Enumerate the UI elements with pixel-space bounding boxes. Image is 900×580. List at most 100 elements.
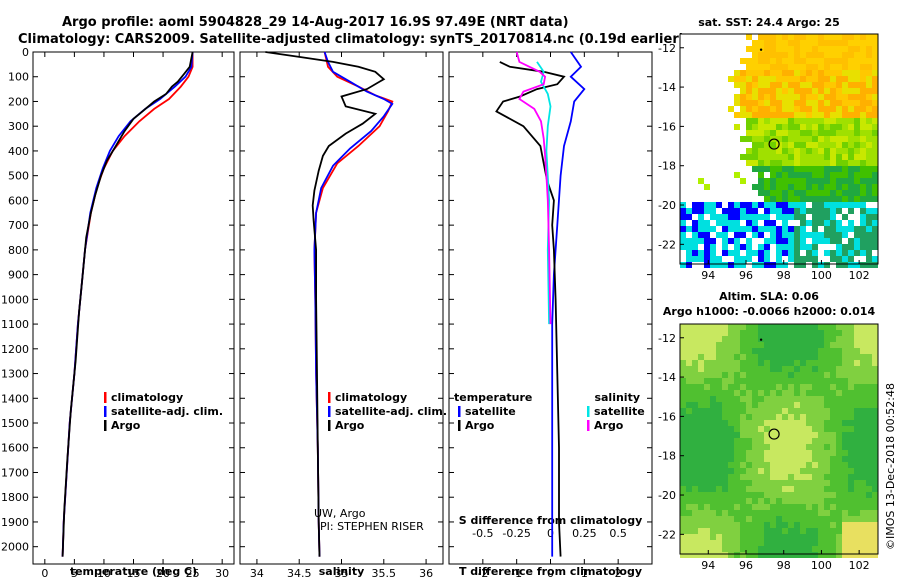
map-cell [770,360,776,366]
map-cell [764,468,770,474]
lon-tick-label: 96 [739,269,753,282]
map-cell [866,378,872,384]
map-cell [794,232,800,238]
map-cell [752,474,758,480]
map-cell [854,94,860,100]
map-cell [806,220,812,226]
map-cell [782,118,788,124]
map-cell [848,498,854,504]
map-cell [794,354,800,360]
map-cell [788,348,794,354]
map-cell [836,516,842,522]
map-cell [830,202,836,208]
map-cell [740,378,746,384]
map-cell [854,172,860,178]
map-cell [686,354,692,360]
map-cell [692,372,698,378]
map-cell [680,250,686,256]
map-cell [812,238,818,244]
map-cell [704,510,710,516]
map-cell [734,262,740,268]
series-satellite [551,51,586,557]
map-cell [740,360,746,366]
map-cell [806,208,812,214]
map-cell [806,52,812,58]
map-cell [746,58,752,64]
map-cell [860,372,866,378]
map-cell [806,154,812,160]
map-cell [854,208,860,214]
map-cell [764,372,770,378]
map-cell [716,366,722,372]
map-cell [692,468,698,474]
map-cell [854,184,860,190]
map-cell [716,426,722,432]
map-cell [812,58,818,64]
map-cell [848,390,854,396]
map-cell [848,372,854,378]
map-cell [782,504,788,510]
map-cell [806,130,812,136]
map-cell [812,190,818,196]
map-cell [758,324,764,330]
map-cell [800,342,806,348]
map-cell [788,516,794,522]
map-cell [860,552,866,558]
map-cell [782,396,788,402]
x-tick-label: 20 [156,567,170,580]
map-cell [806,226,812,232]
map-cell [836,324,842,330]
salinity-panel: 34 34.5 35 35.5 36salinityclimatologysatelli… [239,51,447,580]
map-cell [740,112,746,118]
map-cell [758,402,764,408]
map-cell [770,118,776,124]
map-cell [680,208,686,214]
map-cell [866,154,872,160]
map-cell [698,256,704,262]
map-cell [752,402,758,408]
map-cell [704,396,710,402]
map-cell [740,136,746,142]
map-cell [824,40,830,46]
map-cell [866,546,872,552]
map-cell [722,426,728,432]
map-cell [800,154,806,160]
map-cell [764,244,770,250]
map-cell [776,190,782,196]
map-cell [746,414,752,420]
map-cell [746,262,752,268]
map-cell [800,366,806,372]
map-cell [806,552,812,558]
map-cell [692,414,698,420]
map-cell [734,208,740,214]
map-cell [818,444,824,450]
map-cell [782,124,788,130]
map-cell [872,58,878,64]
map-cell [770,58,776,64]
map-cell [782,262,788,268]
map-cell [818,226,824,232]
map-cell [752,354,758,360]
map-cell [758,190,764,196]
map-cell [776,384,782,390]
map-cell [686,480,692,486]
map-cell [788,106,794,112]
map-cell [770,336,776,342]
map-cell [770,462,776,468]
map-cell [854,468,860,474]
map-cell [854,52,860,58]
map-cell [716,498,722,504]
map-cell [722,432,728,438]
series-argo [515,51,552,325]
map-cell [812,504,818,510]
map-cell [686,396,692,402]
map-cell [794,378,800,384]
map-cell [764,462,770,468]
map-cell [818,172,824,178]
map-cell [710,330,716,336]
map-cell [758,462,764,468]
map-cell [782,148,788,154]
map-cell [776,534,782,540]
map-cell [770,130,776,136]
